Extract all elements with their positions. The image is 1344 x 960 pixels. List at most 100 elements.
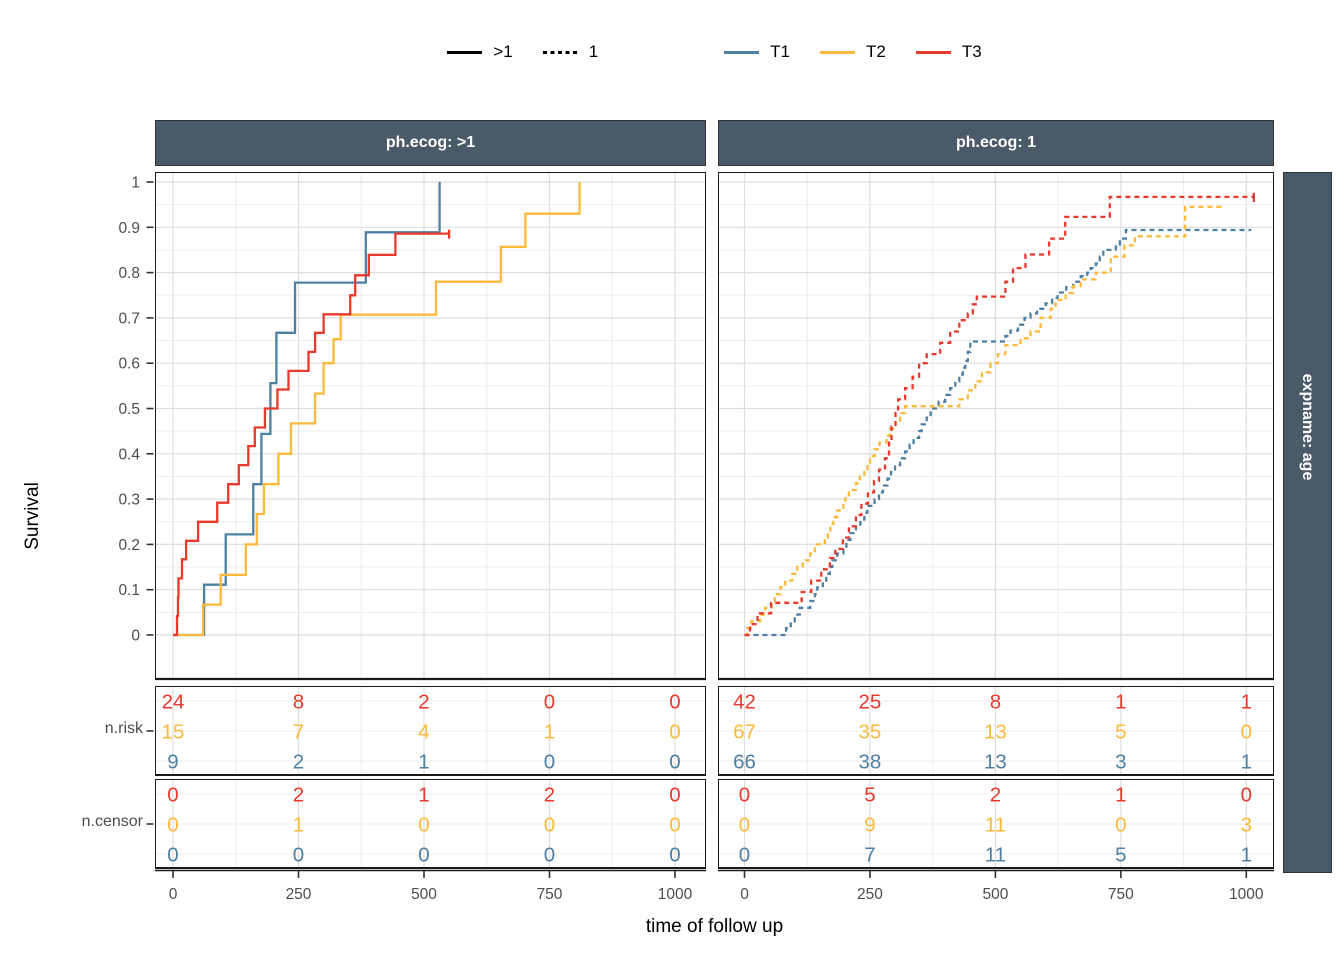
table-value-n.risk-T1: 1: [1241, 751, 1252, 774]
table-value-n.censor-T1: 0: [739, 844, 750, 867]
table-value-n.censor-T1: 7: [864, 844, 875, 867]
x-tick-label: 1000: [658, 886, 693, 903]
table-value-n.censor-T2: 0: [669, 814, 680, 837]
table-value-n.risk-T1: 3: [1115, 751, 1126, 774]
y-tick-label: 0.5: [118, 401, 140, 418]
panel-border: [155, 172, 706, 680]
table-value-n.censor-T1: 0: [544, 844, 555, 867]
y-tick-label: 0.4: [118, 446, 140, 463]
legend-item-T1: T1: [724, 42, 790, 62]
table-value-n.risk-T1: 0: [669, 751, 680, 774]
legend-key-group-T1: [724, 50, 760, 54]
table-value-n.risk-T2: 5: [1115, 721, 1126, 744]
table-value-n.censor-T3: 2: [990, 784, 1001, 807]
table-value-n.risk-T1: 66: [733, 751, 756, 774]
legend-label-T2: T2: [866, 42, 886, 61]
table-value-n.risk-T3: 0: [544, 691, 555, 714]
legend: >1 1 T1 T2 T3: [155, 36, 1274, 68]
x-tick-label: 500: [982, 886, 1008, 903]
table-value-n.risk-T3: 2: [418, 691, 429, 714]
y-tick-label: 0.9: [118, 220, 140, 237]
curve-T2-solid: [173, 182, 581, 637]
curve-T1-solid: [173, 182, 441, 637]
table-value-n.censor-T1: 11: [985, 844, 1006, 867]
table-value-n.risk-T3: 1: [1115, 691, 1126, 714]
table-value-n.risk-T3: 8: [990, 691, 1001, 714]
legend-label->1: >1: [493, 42, 513, 61]
curve-T3-dashed: [744, 195, 1254, 637]
x-tick-label: 750: [537, 886, 563, 903]
table-value-n.censor-T3: 5: [864, 784, 875, 807]
legend-key-linetype->1: [447, 50, 483, 54]
table-value-n.censor-T1: 0: [293, 844, 304, 867]
legend-label-T3: T3: [961, 42, 982, 61]
table-value-n.censor-T1: 0: [669, 844, 680, 867]
table-value-n.risk-T1: 2: [293, 751, 304, 774]
legend-label-1: 1: [588, 42, 599, 61]
legend-item-T3: T3: [915, 42, 982, 62]
table-value-n.risk-T3: 24: [162, 691, 185, 714]
table-value-n.risk-T3: 1: [1241, 691, 1252, 714]
table-value-n.risk-T1: 13: [984, 751, 1007, 774]
facet-strip-expname-age: [1283, 172, 1332, 873]
table-value-n.censor-T2: 0: [167, 814, 178, 837]
y-tick-label: 1: [131, 175, 140, 192]
table-value-n.risk-T1: 0: [544, 751, 555, 774]
x-axis-title: time of follow up: [645, 916, 784, 937]
censor-table-label: n.censor: [81, 813, 143, 830]
x-tick-label: 1000: [1229, 886, 1264, 903]
table-value-n.risk-T2: 13: [984, 721, 1007, 744]
table-value-n.censor-T2: 0: [739, 814, 750, 837]
x-tick-label: 250: [286, 886, 312, 903]
table-value-n.risk-T2: 7: [293, 721, 304, 744]
legend-key-group-T3: [915, 50, 951, 54]
legend-label-T1: T1: [770, 42, 790, 61]
risk-table-label: n.risk: [104, 720, 143, 737]
legend-item-T2: T2: [820, 42, 886, 62]
table-value-n.censor-T1: 1: [1241, 844, 1252, 867]
table-value-n.censor-T3: 0: [739, 784, 750, 807]
table-value-n.risk-T2: 0: [669, 721, 680, 744]
x-tick-label: 0: [740, 886, 749, 903]
table-value-n.risk-T1: 38: [859, 751, 882, 774]
facet-strip-ph-ecog-1: ph.ecog: 1: [718, 120, 1274, 166]
table-value-n.censor-T2: 0: [418, 814, 429, 837]
table-value-n.risk-T2: 0: [1241, 721, 1252, 744]
legend-item-1: 1: [542, 42, 599, 62]
table-value-n.risk-T3: 0: [669, 691, 680, 714]
curve-T2-dashed: [744, 205, 1225, 637]
legend-key-linetype-1: [542, 50, 578, 54]
table-value-n.risk-T2: 1: [544, 721, 555, 744]
table-value-n.censor-T1: 0: [167, 844, 178, 867]
table-value-n.censor-T3: 2: [293, 784, 304, 807]
table-value-n.censor-T3: 2: [544, 784, 555, 807]
y-tick-label: 0.7: [118, 310, 140, 327]
table-value-n.risk-T3: 25: [859, 691, 882, 714]
table-value-n.censor-T3: 0: [669, 784, 680, 807]
table-value-n.censor-T2: 1: [293, 814, 304, 837]
table-value-n.risk-T3: 42: [733, 691, 756, 714]
x-tick-label: 250: [857, 886, 883, 903]
table-value-n.risk-T1: 1: [418, 751, 429, 774]
y-tick-label: 0: [131, 628, 140, 645]
legend-item->1: >1: [447, 42, 513, 62]
y-tick-label: 0.3: [118, 492, 140, 509]
x-tick-label: 0: [169, 886, 178, 903]
table-value-n.censor-T3: 1: [1115, 784, 1126, 807]
curve-T3-solid: [173, 232, 450, 637]
table-value-n.censor-T2: 11: [985, 814, 1006, 837]
y-tick-label: 0.2: [118, 537, 140, 554]
table-value-n.censor-T2: 0: [1115, 814, 1126, 837]
table-value-n.risk-T1: 9: [167, 751, 178, 774]
table-value-n.risk-T2: 4: [418, 721, 429, 744]
table-value-n.censor-T2: 0: [544, 814, 555, 837]
table-value-n.risk-T3: 8: [293, 691, 304, 714]
table-value-n.censor-T3: 0: [167, 784, 178, 807]
table-value-n.censor-T3: 0: [1241, 784, 1252, 807]
x-tick-label: 500: [411, 886, 437, 903]
y-tick-label: 0.8: [118, 265, 140, 282]
table-value-n.censor-T1: 0: [418, 844, 429, 867]
table-value-n.risk-T2: 15: [162, 721, 185, 744]
